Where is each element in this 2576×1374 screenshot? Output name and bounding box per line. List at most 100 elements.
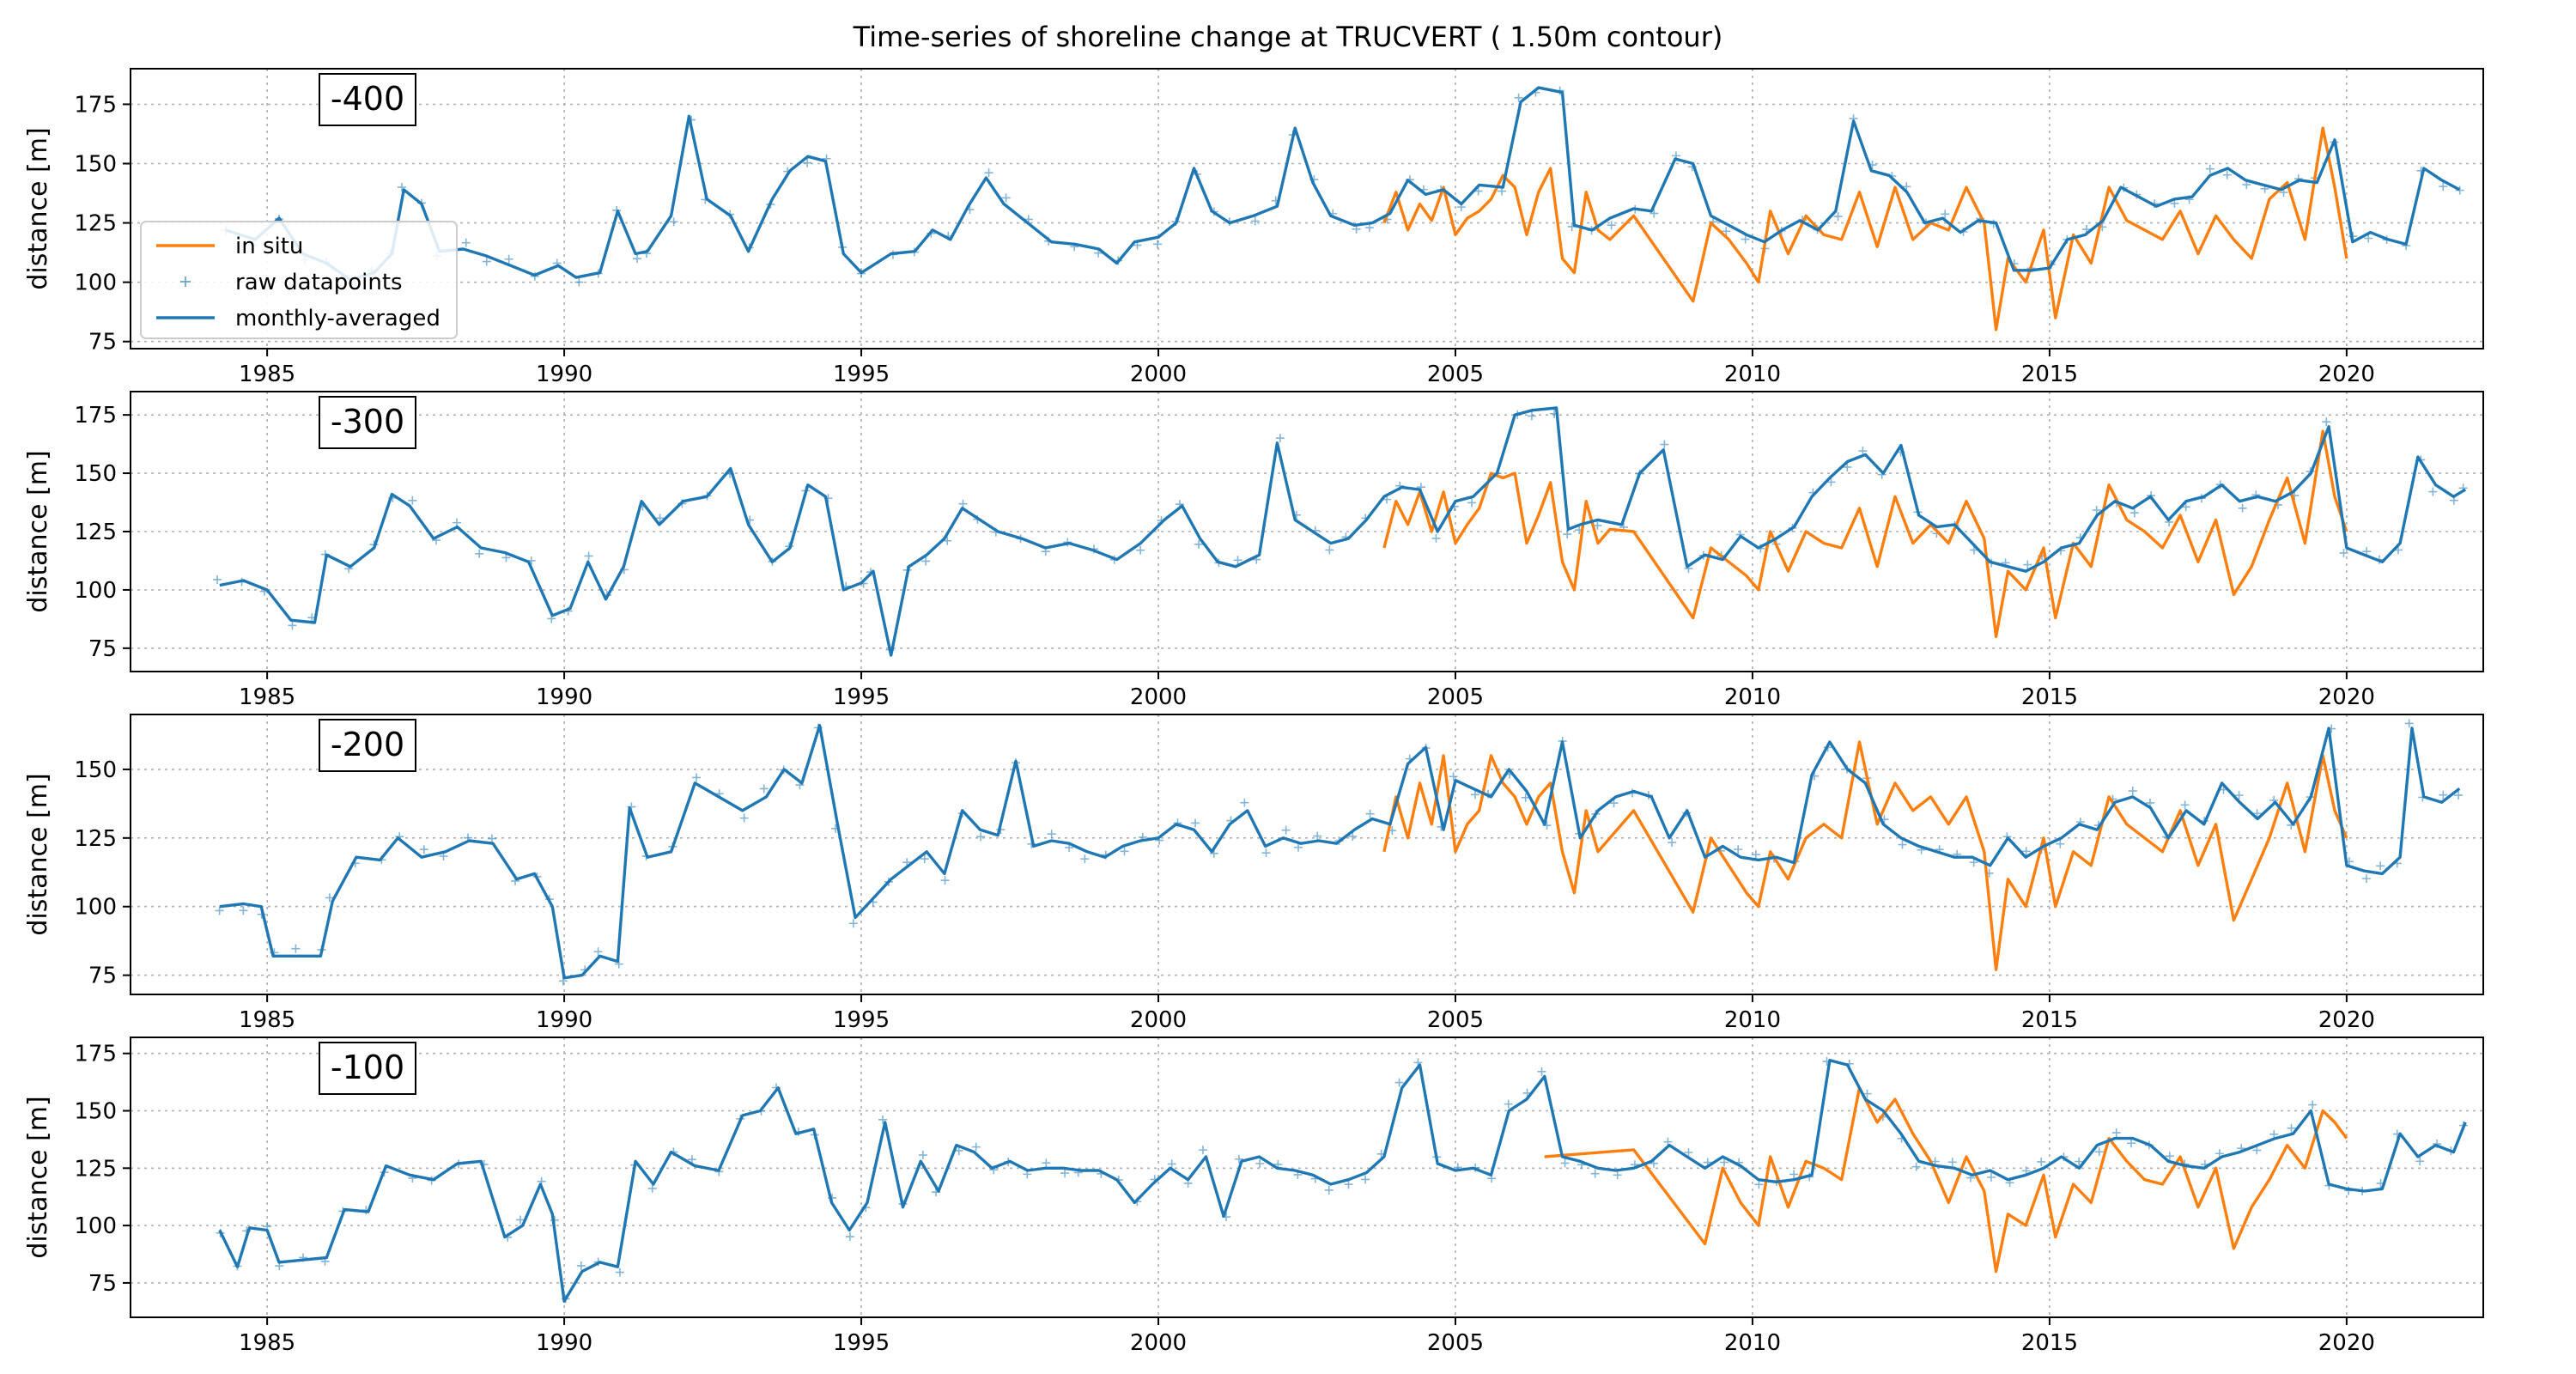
raw-datapoint bbox=[1826, 477, 1836, 487]
raw-datapoint bbox=[1514, 93, 1523, 102]
plot-area bbox=[215, 719, 2464, 986]
raw-datapoint bbox=[848, 919, 858, 928]
raw-datapoint bbox=[2165, 1152, 2174, 1161]
x-tick-label: 2010 bbox=[1724, 1007, 1781, 1033]
raw-datapoint bbox=[215, 906, 224, 915]
raw-datapoint bbox=[655, 514, 665, 523]
panel-label-text: -400 bbox=[331, 80, 404, 118]
raw-datapoint bbox=[2439, 790, 2448, 799]
raw-datapoint bbox=[482, 257, 491, 266]
x-tick-label: 1985 bbox=[239, 684, 295, 710]
y-tick-label: 175 bbox=[74, 92, 117, 118]
legend-label: monthly-averaged bbox=[235, 306, 440, 331]
panel-label: -400 bbox=[319, 73, 416, 126]
raw-datapoint bbox=[2376, 861, 2385, 871]
raw-datapoint bbox=[1361, 1175, 1370, 1184]
raw-datapoint bbox=[1862, 1089, 1872, 1098]
x-tick-label: 2005 bbox=[1427, 362, 1484, 387]
raw-datapoint bbox=[976, 832, 986, 842]
raw-datapoint bbox=[501, 553, 511, 562]
panel-label: -300 bbox=[319, 396, 416, 449]
raw-datapoint bbox=[2415, 1157, 2425, 1166]
raw-datapoint bbox=[1668, 838, 1677, 848]
raw-datapoint bbox=[475, 549, 484, 558]
plot-area bbox=[222, 86, 2464, 331]
raw-datapoint bbox=[1167, 1159, 1176, 1169]
raw-datapoint bbox=[2252, 809, 2262, 818]
raw-datapoint bbox=[1593, 520, 1602, 530]
raw-datapoint bbox=[2037, 1157, 2046, 1166]
y-tick-label: 100 bbox=[74, 578, 117, 604]
raw-datapoint bbox=[1080, 854, 1090, 864]
raw-datapoint bbox=[1348, 831, 1358, 841]
raw-datapoint bbox=[1394, 1078, 1404, 1087]
x-tick-label: 1990 bbox=[536, 1007, 592, 1033]
panel-1: 1985 1990 1995 2000 2005 2010 2015 2020 75 100 125… bbox=[23, 68, 2484, 387]
raw-datapoint bbox=[1941, 210, 1950, 219]
x-tick-label: 2005 bbox=[1427, 1007, 1484, 1033]
raw-datapoint bbox=[2222, 170, 2232, 179]
raw-datapoint bbox=[461, 238, 471, 247]
raw-datapoint bbox=[1754, 1180, 1764, 1189]
y-tick-label: 100 bbox=[74, 271, 117, 296]
raw-datapoint bbox=[576, 1261, 586, 1270]
x-tick-label: 1995 bbox=[833, 362, 890, 387]
raw-datapoint bbox=[2269, 1129, 2279, 1139]
raw-datapoint bbox=[1590, 1169, 1600, 1178]
raw-datapoint bbox=[487, 834, 496, 843]
raw-datapoint bbox=[2428, 487, 2438, 496]
x-tick-label: 1995 bbox=[833, 684, 890, 710]
panel-label: -200 bbox=[319, 719, 416, 772]
raw-datapoint bbox=[1431, 533, 1441, 543]
raw-datapoint bbox=[1660, 440, 1669, 449]
raw-datapoint bbox=[2322, 417, 2331, 427]
raw-datapoint bbox=[2215, 1149, 2224, 1158]
raw-datapoint bbox=[2404, 719, 2414, 728]
raw-datapoint bbox=[845, 1232, 854, 1242]
raw-datapoint bbox=[2075, 1157, 2084, 1166]
raw-datapoint bbox=[669, 217, 678, 227]
panel-label-text: -300 bbox=[331, 403, 404, 441]
x-tick-label: 2010 bbox=[1724, 362, 1781, 387]
panel-4: 1985 1990 1995 2000 2005 2010 2015 2020 75 100 125… bbox=[23, 1037, 2484, 1356]
panels: 1985 1990 1995 2000 2005 2010 2015 2020 75 100 125… bbox=[23, 68, 2484, 1356]
raw-datapoint bbox=[1042, 1158, 1051, 1168]
x-tick-label: 1990 bbox=[536, 684, 592, 710]
raw-datapoint bbox=[1344, 1180, 1353, 1189]
raw-datapoint bbox=[239, 906, 248, 915]
x-tick-label: 2015 bbox=[2021, 1007, 2078, 1033]
raw-datapoint bbox=[1563, 530, 1572, 539]
axes-frame bbox=[130, 714, 2484, 995]
raw-datapoint bbox=[878, 1115, 888, 1124]
y-tick-label: 75 bbox=[88, 636, 117, 662]
raw-datapoint bbox=[2180, 800, 2190, 810]
raw-datapoint bbox=[2252, 1146, 2262, 1155]
raw-datapoint bbox=[397, 183, 406, 192]
raw-datapoint bbox=[647, 1183, 657, 1193]
raw-datapoint bbox=[288, 621, 297, 630]
raw-datapoint bbox=[1364, 223, 1374, 233]
panel-label-box bbox=[319, 719, 416, 772]
raw-datapoint bbox=[1120, 847, 1129, 856]
x-tick-label: 2020 bbox=[2318, 1330, 2375, 1356]
figure-title: Time-series of shoreline change at TRUCV… bbox=[853, 21, 1723, 53]
raw-datapoint bbox=[1365, 809, 1375, 818]
raw-datapoint bbox=[1947, 1158, 1957, 1167]
x-tick-label: 2005 bbox=[1427, 684, 1484, 710]
y-axis-label: distance [m] bbox=[23, 1096, 53, 1258]
raw-datapoint bbox=[1234, 1154, 1243, 1164]
x-tick-label: 2010 bbox=[1724, 1330, 1781, 1356]
raw-datapoint bbox=[1527, 411, 1536, 421]
x-tick-label: 2000 bbox=[1130, 1330, 1187, 1356]
raw-datapoint bbox=[504, 254, 513, 264]
raw-datapoint bbox=[633, 254, 642, 264]
raw-datapoint bbox=[1060, 1169, 1070, 1178]
series-in-situ bbox=[1382, 740, 2348, 971]
axes-frame bbox=[130, 1037, 2484, 1318]
raw-datapoint bbox=[213, 575, 222, 584]
raw-datapoint bbox=[1250, 216, 1260, 226]
raw-datapoint bbox=[984, 168, 993, 178]
y-tick-label: 125 bbox=[74, 520, 117, 545]
raw-datapoint bbox=[1734, 845, 1743, 854]
x-tick-label: 1990 bbox=[536, 1330, 592, 1356]
